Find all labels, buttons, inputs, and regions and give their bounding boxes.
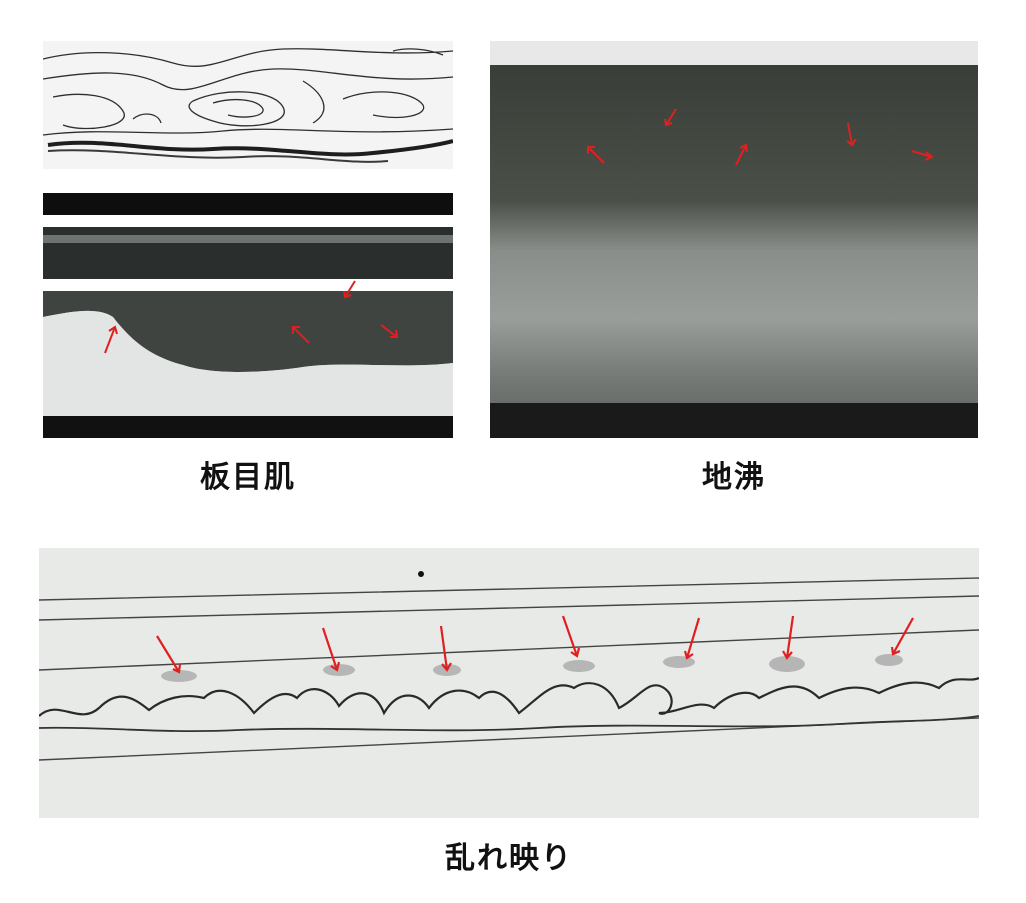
red-arrow-icon [380, 324, 399, 338]
red-arrow-icon [846, 122, 857, 147]
red-arrow-icon [321, 627, 341, 672]
red-arrow-icon [683, 617, 701, 660]
red-arrow-icon [439, 625, 452, 672]
red-arrow-icon [735, 143, 748, 166]
red-arrow-icon [664, 108, 677, 127]
jinie-blade-photo [490, 41, 978, 438]
red-arrow-icon [782, 615, 795, 660]
red-arrow-icon [292, 326, 310, 344]
itame-grain-sketch [43, 41, 453, 169]
midare-utsuri-sketch [39, 548, 979, 818]
red-arrow-icon [104, 325, 118, 354]
red-arrow-icon [561, 615, 581, 658]
itame-blade-photo [43, 193, 453, 438]
red-arrow-icon [890, 617, 914, 656]
red-arrow-icon [343, 280, 356, 299]
red-arrow-icon [156, 635, 182, 674]
caption-midare-utsuri: 乱れ映り [445, 841, 573, 876]
caption-itame-hada: 板目肌 [200, 460, 296, 495]
red-arrow-icon [587, 146, 605, 164]
red-arrow-icon [911, 150, 934, 161]
caption-ji-nie: 地沸 [702, 460, 766, 495]
